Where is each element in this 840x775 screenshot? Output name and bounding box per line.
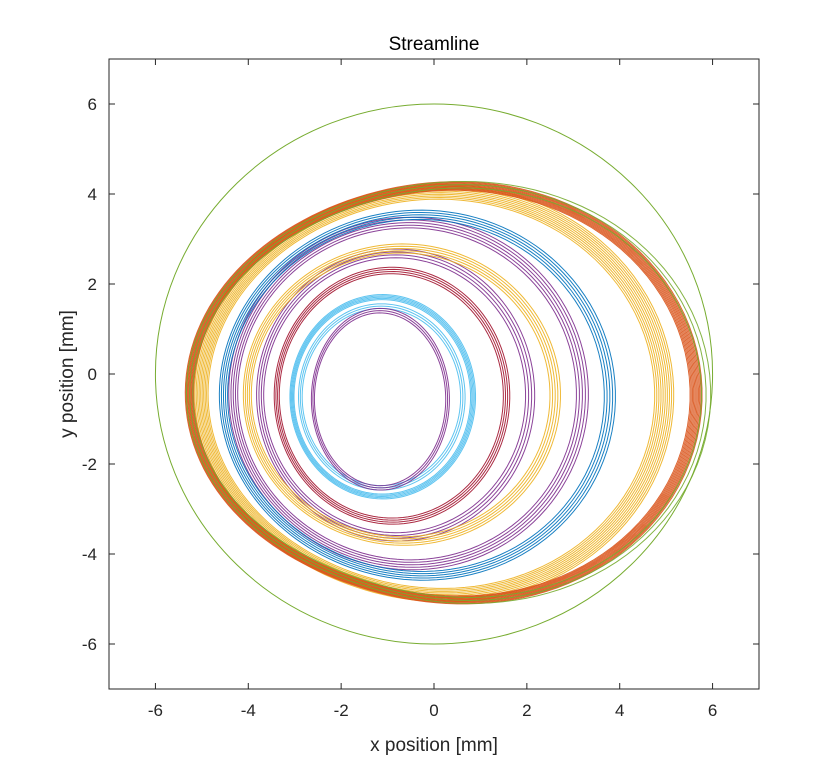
y-tick-label: 4 (88, 185, 97, 204)
x-tick-label: 4 (615, 701, 624, 720)
x-axis-ticks: -6 -4 -2 0 2 4 6 (148, 59, 717, 720)
streamline-series (185, 180, 712, 604)
streamline-series (289, 294, 477, 500)
streamline-path (313, 312, 447, 487)
streamline-path (185, 180, 712, 604)
streamline-path (258, 251, 533, 539)
streamline-path (190, 187, 695, 599)
y-tick-label: 0 (88, 365, 97, 384)
streamline-path (246, 247, 556, 542)
streamline-path (197, 187, 670, 600)
streamline-path (312, 310, 449, 489)
streamline-path (248, 250, 554, 540)
streamline-path (234, 224, 580, 563)
streamline-path (188, 184, 698, 602)
streamline-path (218, 209, 616, 581)
x-tick-label: 2 (522, 701, 531, 720)
y-tick-label: 6 (88, 95, 97, 114)
streamline-path (298, 303, 466, 491)
streamline-path (301, 307, 462, 487)
streamline-path (224, 216, 608, 575)
streamline-path (207, 198, 656, 589)
streamline-series (273, 266, 511, 525)
streamline-curves (154, 103, 714, 645)
streamline-path (263, 257, 527, 534)
streamline-path (277, 271, 506, 521)
chart-title: Streamline (389, 34, 480, 55)
streamline-path (203, 193, 662, 594)
streamline-path (184, 181, 703, 605)
x-tick-label: 6 (708, 701, 717, 720)
streamline-path (299, 305, 464, 489)
streamline-path (260, 254, 530, 536)
streamline-path (244, 245, 559, 544)
streamline-series (228, 216, 589, 571)
streamline-path (191, 188, 693, 599)
streamline-path (193, 189, 691, 597)
x-tick-label: -4 (241, 701, 256, 720)
streamline-path (230, 219, 586, 568)
streamline-path (292, 297, 473, 496)
streamline-path (192, 187, 702, 598)
streamline-path (220, 211, 614, 579)
streamline-path (200, 190, 666, 597)
x-axis-label: x position [mm] (370, 735, 498, 756)
x-tick-label: 0 (429, 701, 438, 720)
streamline-path (222, 214, 611, 577)
y-tick-label: -4 (82, 545, 97, 564)
streamline-path (242, 243, 561, 546)
streamline-path (198, 188, 668, 598)
x-tick-label: -6 (148, 701, 163, 720)
y-tick-label: 2 (88, 275, 97, 294)
streamline-path (228, 216, 589, 571)
boundary-circle (154, 103, 714, 645)
streamline-path (278, 273, 504, 519)
y-tick-label: -2 (82, 455, 97, 474)
streamline-path (289, 294, 477, 500)
streamline-path (201, 192, 664, 595)
streamline-path (273, 266, 511, 525)
streamline-path (275, 268, 509, 523)
streamline-series (218, 209, 616, 581)
streamline-series (194, 184, 675, 603)
streamline-path (291, 296, 474, 497)
y-axis-label: y position [mm] (57, 310, 78, 438)
streamline-path (227, 218, 605, 572)
x-tick-label: -2 (334, 701, 349, 720)
streamline-path (206, 197, 658, 591)
streamline-path (293, 299, 472, 495)
streamline-path (204, 195, 660, 592)
streamline-path (232, 222, 583, 566)
streamline-path (237, 227, 577, 561)
streamline-path (290, 295, 475, 499)
streamline-path (189, 184, 707, 601)
streamline-path (250, 252, 551, 538)
streamline-path (310, 307, 450, 491)
y-tick-label: -6 (82, 635, 97, 654)
y-axis-ticks: -6 -4 -2 0 2 4 6 (82, 95, 759, 654)
